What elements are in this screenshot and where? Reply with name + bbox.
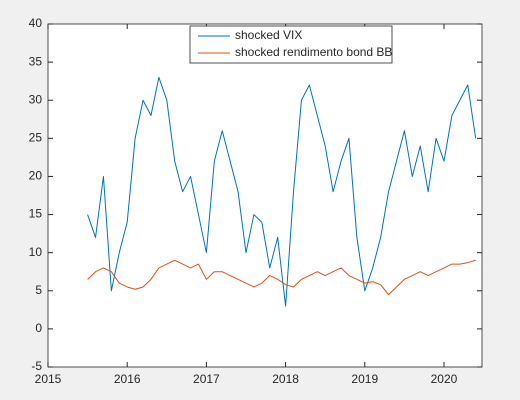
y-tick-label: 0 — [35, 321, 42, 335]
y-tick-label: 35 — [29, 54, 43, 68]
y-tick-label: 10 — [29, 245, 43, 259]
y-tick-label: 20 — [29, 169, 43, 183]
data-line — [87, 76, 477, 307]
legend-box — [189, 25, 393, 64]
legend-label: shocked VIX — [235, 28, 302, 42]
y-tick-label: 40 — [29, 16, 43, 30]
y-tick-label: 25 — [29, 131, 43, 145]
y-tick-label: 30 — [29, 92, 43, 106]
legend: shocked VIX shocked rendimento bond BB — [189, 25, 393, 64]
legend-label: shocked rendimento bond BB — [235, 45, 392, 59]
x-tick-label: 2018 — [272, 372, 299, 386]
data-line — [87, 259, 476, 296]
axes-box — [47, 23, 483, 368]
plot-area — [48, 24, 482, 367]
x-tick-label: 2019 — [351, 372, 378, 386]
x-tick-label: 2016 — [114, 372, 141, 386]
x-tick-label: 2017 — [193, 372, 220, 386]
y-tick-label: 5 — [35, 283, 42, 297]
y-tick-label: 15 — [29, 207, 43, 221]
y-tick-label: -5 — [31, 359, 42, 373]
x-tick-label: 2020 — [431, 372, 458, 386]
x-tick-label: 2015 — [35, 372, 62, 386]
